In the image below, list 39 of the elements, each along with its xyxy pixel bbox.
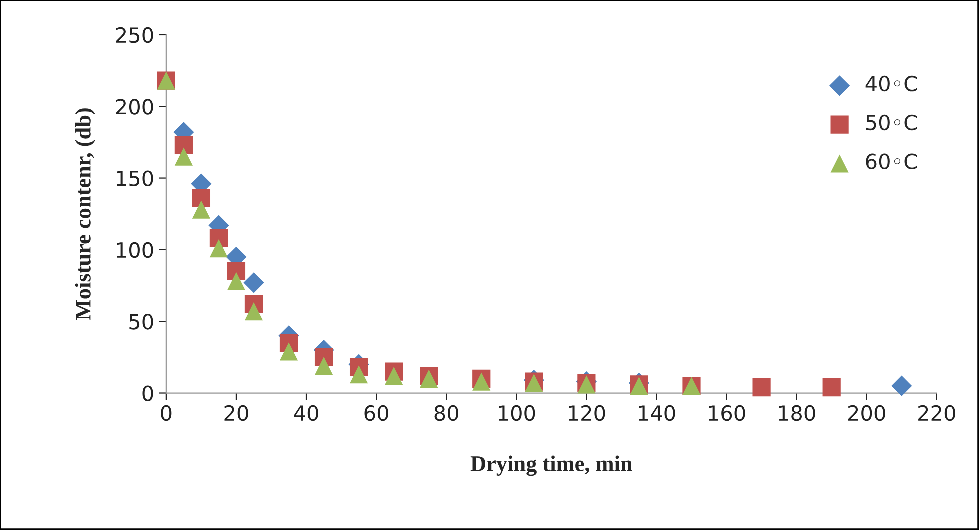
point bbox=[174, 136, 193, 154]
y-tick-label: 50 bbox=[130, 314, 154, 330]
y-tick-label: 0 bbox=[142, 386, 154, 402]
x-tick-label: 200 bbox=[848, 405, 886, 422]
point bbox=[244, 302, 264, 321]
y-axis-title: Moisture contenr, (db) bbox=[75, 108, 96, 320]
point bbox=[385, 367, 404, 386]
point bbox=[472, 372, 491, 391]
x-tick-label: 160 bbox=[709, 405, 746, 422]
point bbox=[280, 342, 298, 361]
legend-label: 40◦C bbox=[866, 76, 918, 92]
legend-label: 60◦C bbox=[866, 154, 918, 170]
point bbox=[350, 366, 368, 384]
point bbox=[227, 272, 246, 291]
point bbox=[244, 272, 264, 294]
point bbox=[174, 148, 193, 166]
x-tick-label: 100 bbox=[499, 405, 536, 422]
x-tick-label: 60 bbox=[364, 405, 388, 422]
point bbox=[752, 378, 771, 397]
x-tick-label: 180 bbox=[779, 405, 816, 422]
x-tick-label: 120 bbox=[569, 405, 606, 422]
x-tick-label: 80 bbox=[434, 405, 458, 422]
point bbox=[822, 378, 841, 397]
x-tick-label: 20 bbox=[224, 405, 248, 422]
point bbox=[314, 356, 334, 376]
legend-label: 50◦C bbox=[866, 114, 918, 131]
y-tick-label: 200 bbox=[116, 99, 154, 115]
y-tick-label: 100 bbox=[117, 242, 154, 258]
x-tick-label: 0 bbox=[161, 405, 172, 422]
x-tick-label: 220 bbox=[918, 405, 956, 422]
point bbox=[210, 239, 228, 258]
point bbox=[192, 200, 211, 219]
point bbox=[892, 376, 912, 396]
y-tick-label: 250 bbox=[116, 27, 154, 44]
point bbox=[192, 189, 211, 208]
x-tick-label: 40 bbox=[294, 405, 318, 422]
y-tick-label: 150 bbox=[117, 170, 154, 187]
x-tick-label: 140 bbox=[639, 405, 676, 422]
x-axis-title: Drying time, min bbox=[470, 456, 632, 476]
